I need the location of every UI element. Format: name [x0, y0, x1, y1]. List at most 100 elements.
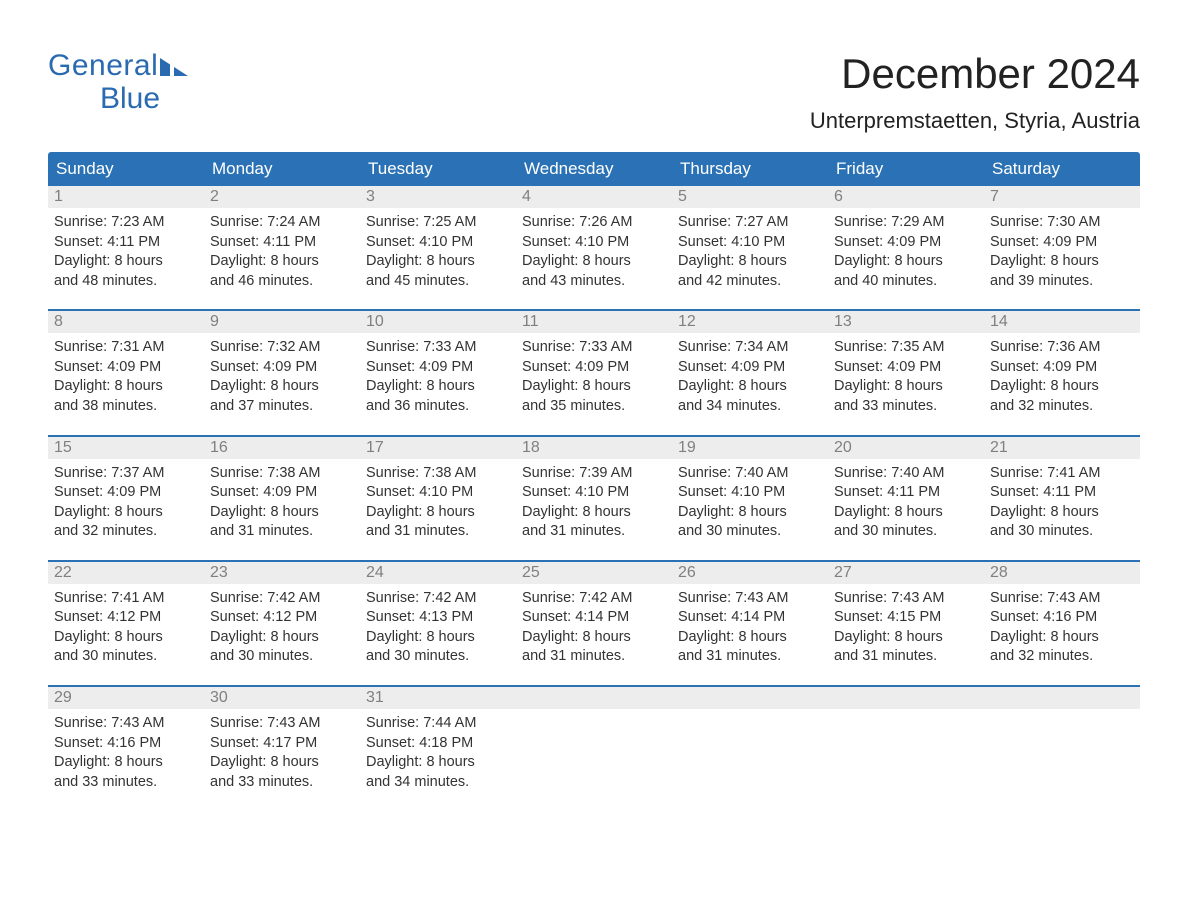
weekday-header: Tuesday [360, 152, 516, 186]
daylight-line-2: and 30 minutes. [990, 522, 1134, 542]
day-cell: Sunrise: 7:42 AMSunset: 4:14 PMDaylight:… [516, 584, 672, 671]
day-number: 8 [48, 311, 204, 333]
daylight-line-2: and 31 minutes. [210, 522, 354, 542]
sunset-line: Sunset: 4:15 PM [834, 608, 978, 628]
sunrise-line: Sunrise: 7:42 AM [522, 589, 666, 609]
daylight-line-2: and 40 minutes. [834, 272, 978, 292]
sunrise-line: Sunrise: 7:26 AM [522, 213, 666, 233]
day-cell: Sunrise: 7:40 AMSunset: 4:11 PMDaylight:… [828, 459, 984, 546]
sunset-line: Sunset: 4:09 PM [834, 358, 978, 378]
weekday-header-row: Sunday Monday Tuesday Wednesday Thursday… [48, 152, 1140, 186]
sunrise-line: Sunrise: 7:43 AM [54, 714, 198, 734]
daylight-line-2: and 31 minutes. [834, 647, 978, 667]
daylight-line-2: and 48 minutes. [54, 272, 198, 292]
sunrise-line: Sunrise: 7:30 AM [990, 213, 1134, 233]
daylight-line-1: Daylight: 8 hours [834, 377, 978, 397]
brand-line1: General [48, 49, 158, 82]
day-cell: Sunrise: 7:35 AMSunset: 4:09 PMDaylight:… [828, 333, 984, 420]
calendar: Sunday Monday Tuesday Wednesday Thursday… [48, 152, 1140, 796]
sunrise-line: Sunrise: 7:39 AM [522, 464, 666, 484]
sunrise-line: Sunrise: 7:44 AM [366, 714, 510, 734]
sunset-line: Sunset: 4:17 PM [210, 734, 354, 754]
daylight-line-2: and 43 minutes. [522, 272, 666, 292]
day-cell: Sunrise: 7:25 AMSunset: 4:10 PMDaylight:… [360, 208, 516, 295]
day-number: 17 [360, 437, 516, 459]
day-number: 18 [516, 437, 672, 459]
sunset-line: Sunset: 4:10 PM [366, 483, 510, 503]
sunrise-line: Sunrise: 7:24 AM [210, 213, 354, 233]
sunrise-line: Sunrise: 7:37 AM [54, 464, 198, 484]
day-number [828, 687, 984, 709]
sunset-line: Sunset: 4:10 PM [522, 233, 666, 253]
day-number: 14 [984, 311, 1140, 333]
day-number: 5 [672, 186, 828, 208]
daylight-line-1: Daylight: 8 hours [210, 377, 354, 397]
day-cell: Sunrise: 7:34 AMSunset: 4:09 PMDaylight:… [672, 333, 828, 420]
daynum-strip: 293031 [48, 687, 1140, 709]
day-cell [984, 709, 1140, 796]
daylight-line-2: and 32 minutes. [990, 647, 1134, 667]
daylight-line-2: and 33 minutes. [834, 397, 978, 417]
sunrise-line: Sunrise: 7:41 AM [54, 589, 198, 609]
daylight-line-1: Daylight: 8 hours [210, 628, 354, 648]
day-cell: Sunrise: 7:36 AMSunset: 4:09 PMDaylight:… [984, 333, 1140, 420]
day-cell: Sunrise: 7:37 AMSunset: 4:09 PMDaylight:… [48, 459, 204, 546]
weekday-header: Monday [204, 152, 360, 186]
daylight-line-1: Daylight: 8 hours [678, 377, 822, 397]
daylight-line-2: and 31 minutes. [522, 522, 666, 542]
daylight-line-1: Daylight: 8 hours [54, 252, 198, 272]
daylight-line-1: Daylight: 8 hours [834, 503, 978, 523]
sunset-line: Sunset: 4:11 PM [990, 483, 1134, 503]
daylight-line-2: and 37 minutes. [210, 397, 354, 417]
sunset-line: Sunset: 4:16 PM [990, 608, 1134, 628]
daylight-line-1: Daylight: 8 hours [990, 503, 1134, 523]
day-body-strip: Sunrise: 7:41 AMSunset: 4:12 PM Daylight:… [48, 584, 1140, 671]
sunrise-line: Sunrise: 7:41 AM [990, 464, 1134, 484]
day-cell: Sunrise: 7:41 AMSunset: 4:12 PMDaylight:… [48, 584, 204, 671]
daylight-line-1: Daylight: 8 hours [366, 753, 510, 773]
day-body-strip: Sunrise: 7:23 AMSunset: 4:11 PMDaylight:… [48, 208, 1140, 295]
daylight-line-2: and 34 minutes. [678, 397, 822, 417]
sunset-line: Sunset: 4:09 PM [210, 358, 354, 378]
daylight-line-1: Daylight: 8 hours [210, 753, 354, 773]
day-number: 15 [48, 437, 204, 459]
daylight-line-1: Daylight: 8 hours [210, 252, 354, 272]
daylight-line-2: and 33 minutes. [54, 773, 198, 793]
weekday-header: Wednesday [516, 152, 672, 186]
sunrise-line: Sunrise: 7:31 AM [54, 338, 198, 358]
daylight-line-2: and 30 minutes. [210, 647, 354, 667]
sunrise-line: Sunrise: 7:43 AM [834, 589, 978, 609]
daylight-line-1: Daylight: 8 hours [522, 252, 666, 272]
day-number: 11 [516, 311, 672, 333]
day-cell [828, 709, 984, 796]
daynum-strip: 1234567 [48, 186, 1140, 208]
daylight-line-2: and 30 minutes. [834, 522, 978, 542]
daylight-line-2: and 31 minutes. [522, 647, 666, 667]
daylight-line-1: Daylight: 8 hours [990, 252, 1134, 272]
sunset-line: Sunset: 4:10 PM [522, 483, 666, 503]
sunrise-line: Sunrise: 7:36 AM [990, 338, 1134, 358]
daylight-line-2: and 35 minutes. [522, 397, 666, 417]
daylight-line-1: Daylight: 8 hours [54, 503, 198, 523]
day-number: 7 [984, 186, 1140, 208]
daylight-line-2: and 33 minutes. [210, 773, 354, 793]
sunrise-line: Sunrise: 7:32 AM [210, 338, 354, 358]
calendar-week: 1234567Sunrise: 7:23 AMSunset: 4:11 PMDa… [48, 186, 1140, 295]
day-number: 23 [204, 562, 360, 584]
sunrise-line: Sunrise: 7:42 AM [366, 589, 510, 609]
day-cell: Sunrise: 7:43 AMSunset: 4:15 PMDaylight:… [828, 584, 984, 671]
day-number: 16 [204, 437, 360, 459]
sunset-line: Sunset: 4:13 PM [366, 608, 510, 628]
weekday-header: Friday [828, 152, 984, 186]
sunset-line: Sunset: 4:12 PM [54, 608, 198, 628]
day-cell: Sunrise: 7:23 AMSunset: 4:11 PMDaylight:… [48, 208, 204, 295]
day-body-strip: Sunrise: 7:37 AMSunset: 4:09 PMDaylight:… [48, 459, 1140, 546]
sunset-line: Sunset: 4:11 PM [54, 233, 198, 253]
sunset-line: Sunset: 4:10 PM [678, 483, 822, 503]
day-number: 30 [204, 687, 360, 709]
day-number: 29 [48, 687, 204, 709]
sunset-line: Sunset: 4:14 PM [522, 608, 666, 628]
day-cell: Sunrise: 7:30 AMSunset: 4:09 PMDaylight:… [984, 208, 1140, 295]
sunrise-line: Sunrise: 7:42 AM [210, 589, 354, 609]
daylight-line-1: Daylight: 8 hours [990, 377, 1134, 397]
